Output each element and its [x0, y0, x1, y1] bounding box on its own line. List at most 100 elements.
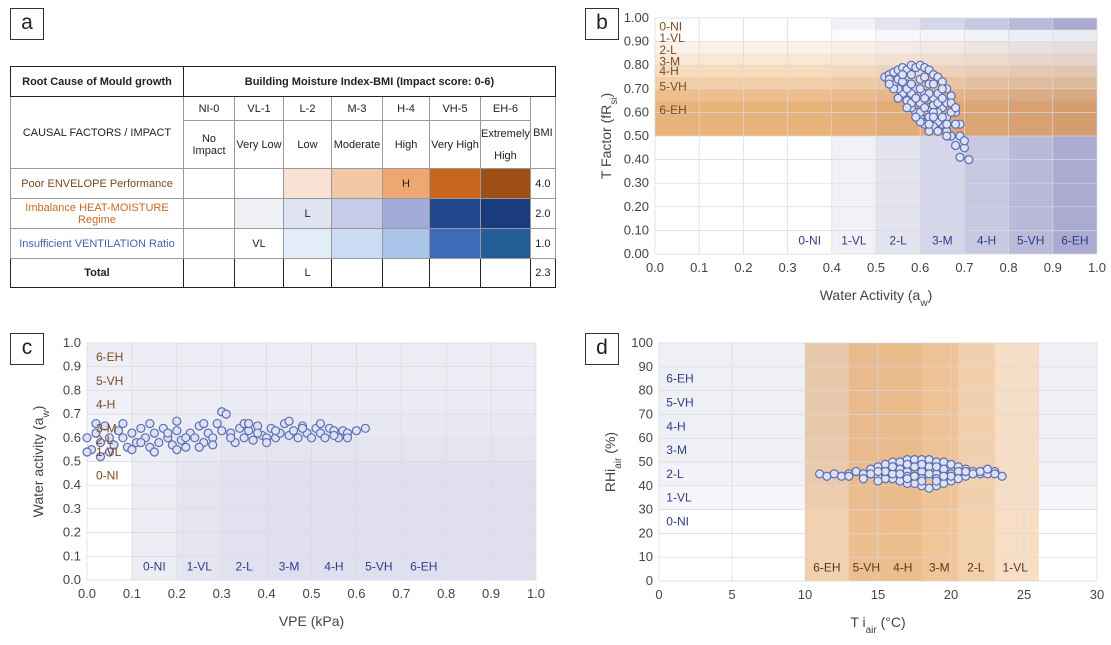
x-tick-label: 0.9	[1044, 260, 1062, 275]
zone-label: 1-VL	[1003, 560, 1029, 574]
table-row: Insufficient VENTILATION Ratio VL 1.0	[10, 228, 556, 259]
impact-cell	[183, 198, 235, 229]
zone-label: 5-VH	[96, 374, 123, 388]
y-tick-label: 0.4	[63, 477, 81, 492]
x-tick-label: 0.8	[1000, 260, 1018, 275]
data-point	[149, 447, 159, 457]
data-point	[181, 442, 191, 452]
data-point	[113, 426, 124, 436]
data-point	[136, 437, 146, 448]
data-point	[199, 418, 209, 429]
data-point	[873, 476, 883, 486]
bmi-header: Building Moisture Index-BMI (Impact scor…	[183, 66, 556, 97]
y-tick-label: 50	[639, 454, 653, 469]
zone-label: 1-VL	[659, 31, 685, 45]
y-tick-label: 0.7	[63, 406, 81, 421]
data-point	[959, 136, 969, 146]
zone-label: 3-M	[279, 560, 300, 574]
data-point	[145, 418, 155, 429]
zone-label: 4-H	[666, 419, 685, 433]
data-point	[955, 152, 965, 162]
y-tick-label: 0.90	[624, 34, 649, 49]
level-name: Low	[283, 120, 332, 169]
data-point	[104, 433, 115, 443]
data-point	[933, 126, 943, 136]
data-point	[91, 418, 101, 429]
data-point	[248, 435, 258, 445]
data-point	[917, 459, 927, 469]
data-point	[163, 428, 173, 438]
level-code: L-2	[283, 96, 332, 121]
impact-cell	[429, 198, 481, 229]
data-point	[172, 426, 182, 436]
level-code: VH-5	[429, 96, 481, 121]
zone-label: 0-NI	[798, 234, 821, 248]
y-tick-label: 0.50	[624, 128, 649, 143]
data-point	[212, 418, 222, 429]
data-point	[127, 445, 137, 455]
x-tick-label: 0.0	[646, 260, 664, 275]
impact-cell	[283, 228, 332, 259]
x-tick-label: 25	[1017, 587, 1031, 602]
plot-area	[82, 342, 537, 581]
data-point	[351, 426, 361, 436]
y-tick-label: 0.80	[624, 57, 649, 72]
impact-cell	[480, 198, 531, 229]
impact-cell	[429, 168, 481, 199]
y-tick-label: 0.2	[63, 525, 81, 540]
y-axis-title: RHiair (%)	[602, 432, 624, 492]
data-point	[937, 112, 947, 122]
row-label: Poor ENVELOPE Performance	[10, 168, 184, 199]
table-row: Poor ENVELOPE Performance H 4.0	[10, 168, 556, 199]
impact-cell	[382, 258, 430, 288]
data-point	[239, 433, 249, 443]
zone-label: 3-M	[659, 55, 680, 69]
data-point	[915, 84, 925, 94]
y-tick-label: 100	[631, 335, 653, 350]
y-tick-label: 20	[639, 525, 653, 540]
bmi-value: 1.0	[529, 228, 556, 259]
bmi-value: 4.0	[529, 168, 556, 199]
level-name: Very High	[429, 120, 481, 169]
data-point	[190, 433, 200, 443]
data-point	[920, 93, 930, 103]
y-tick-label: 70	[639, 406, 653, 421]
causal-header: CAUSAL FACTORS / IMPACT	[10, 96, 184, 169]
x-axis-title: T iair (°C)	[850, 614, 905, 636]
zone-label: 0-NI	[143, 560, 166, 574]
x-tick-label: 0.9	[482, 586, 500, 601]
chart-c-water-activity-vs-vpe: 0.0 0.1 0.2 0.3 0.4 0.5 0.6 0.7 0.8 0.9 1.00.00.10…	[30, 335, 545, 629]
impact-cell	[234, 258, 284, 288]
y-tick-label: 0.70	[624, 81, 649, 96]
x-tick-label: 20	[944, 587, 958, 602]
level-name: Extremely High	[480, 120, 531, 169]
zone-label: 0-NI	[96, 469, 119, 483]
data-point	[939, 471, 949, 481]
data-point	[226, 433, 236, 443]
data-point	[360, 423, 370, 433]
x-tick-label: 0.2	[168, 586, 186, 601]
data-point	[194, 442, 204, 452]
data-point	[118, 433, 128, 443]
data-point	[221, 409, 231, 419]
data-point	[293, 433, 303, 443]
y-tick-label: 0.10	[624, 222, 649, 237]
data-point	[964, 155, 974, 165]
zone-label: 6-EH	[659, 103, 686, 117]
y-tick-label: 0.1	[63, 548, 81, 563]
zone-label: 1-VL	[841, 234, 867, 248]
x-tick-label: 0.3	[779, 260, 797, 275]
x-tick-label: 0.7	[955, 260, 973, 275]
x-axis-title: Water Activity (aw)	[820, 287, 933, 309]
impact-cell	[480, 168, 531, 199]
data-point	[270, 426, 281, 436]
level-name: High	[382, 120, 430, 169]
data-point	[937, 93, 947, 103]
y-tick-label: 0.8	[63, 382, 81, 397]
y-tick-label: 90	[639, 359, 653, 374]
data-point	[895, 469, 905, 479]
impact-cell	[183, 168, 235, 199]
data-point	[95, 437, 106, 448]
data-point	[91, 428, 101, 438]
zone-label: 4-H	[893, 560, 912, 574]
